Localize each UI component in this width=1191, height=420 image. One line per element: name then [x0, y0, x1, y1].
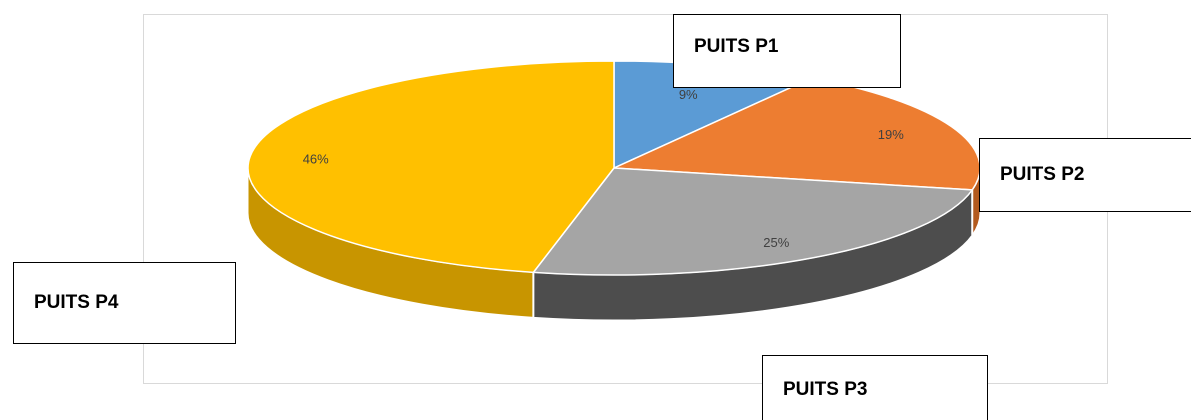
callout-label: PUITS P4 [34, 292, 119, 313]
callout-puits-p4: PUITS P4 [13, 262, 236, 344]
pie-value-labels: 9% 19% 25% 46% [303, 87, 905, 250]
pie-slices [247, 60, 981, 276]
callout-label: PUITS P2 [1000, 164, 1085, 185]
callout-puits-p2: PUITS P2 [979, 138, 1191, 212]
pie-value-label: 19% [878, 127, 904, 142]
callout-puits-p3: PUITS P3 [762, 355, 988, 420]
callout-label: PUITS P3 [783, 379, 868, 400]
callout-label: PUITS P1 [694, 36, 779, 57]
pie-value-label: 25% [763, 235, 789, 250]
pie-value-label: 46% [303, 151, 329, 166]
pie-value-label: 9% [679, 87, 698, 102]
pie-slice-puits-p4 [247, 60, 615, 274]
pie-slice-puits-p3 [532, 167, 973, 276]
callout-puits-p1: PUITS P1 [673, 14, 901, 88]
